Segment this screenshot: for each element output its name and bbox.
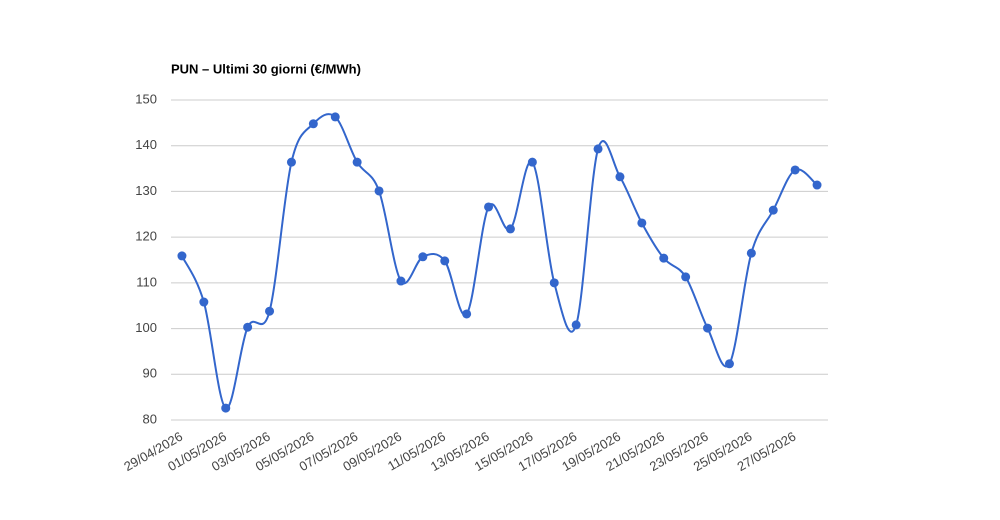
data-point bbox=[374, 186, 384, 196]
data-point bbox=[746, 248, 756, 258]
data-point bbox=[308, 119, 318, 129]
data-point bbox=[724, 359, 734, 369]
y-tick-label: 90 bbox=[143, 366, 157, 381]
y-tick-label: 80 bbox=[143, 411, 157, 426]
y-tick-label: 140 bbox=[135, 137, 157, 152]
data-point bbox=[221, 403, 231, 413]
data-point bbox=[462, 309, 472, 319]
y-tick-label: 120 bbox=[135, 229, 157, 244]
data-point bbox=[768, 205, 778, 215]
data-point bbox=[681, 272, 691, 282]
y-tick-label: 130 bbox=[135, 183, 157, 198]
data-point bbox=[177, 251, 187, 261]
y-tick-label: 110 bbox=[136, 274, 157, 289]
data-point bbox=[440, 256, 450, 266]
series-line bbox=[181, 113, 818, 410]
data-point bbox=[505, 224, 515, 234]
chart-title: PUN – Ultimi 30 giorni (€/MWh) bbox=[171, 61, 361, 76]
y-tick-label: 150 bbox=[135, 91, 157, 106]
data-point bbox=[286, 157, 296, 167]
data-point bbox=[330, 112, 340, 122]
data-point bbox=[396, 276, 406, 286]
data-point bbox=[615, 172, 625, 182]
data-point bbox=[527, 157, 537, 167]
data-point bbox=[790, 165, 800, 175]
data-point bbox=[637, 218, 647, 228]
data-point bbox=[549, 278, 559, 288]
data-point bbox=[812, 180, 822, 190]
data-point bbox=[199, 297, 209, 307]
data-point bbox=[571, 320, 581, 330]
data-point bbox=[484, 202, 494, 212]
data-point bbox=[659, 253, 669, 263]
y-tick-label: 100 bbox=[135, 320, 157, 335]
data-point bbox=[703, 323, 713, 333]
data-point bbox=[243, 322, 253, 332]
data-point bbox=[418, 252, 428, 262]
data-point bbox=[352, 157, 362, 167]
data-point bbox=[593, 144, 603, 154]
data-point bbox=[265, 306, 275, 316]
